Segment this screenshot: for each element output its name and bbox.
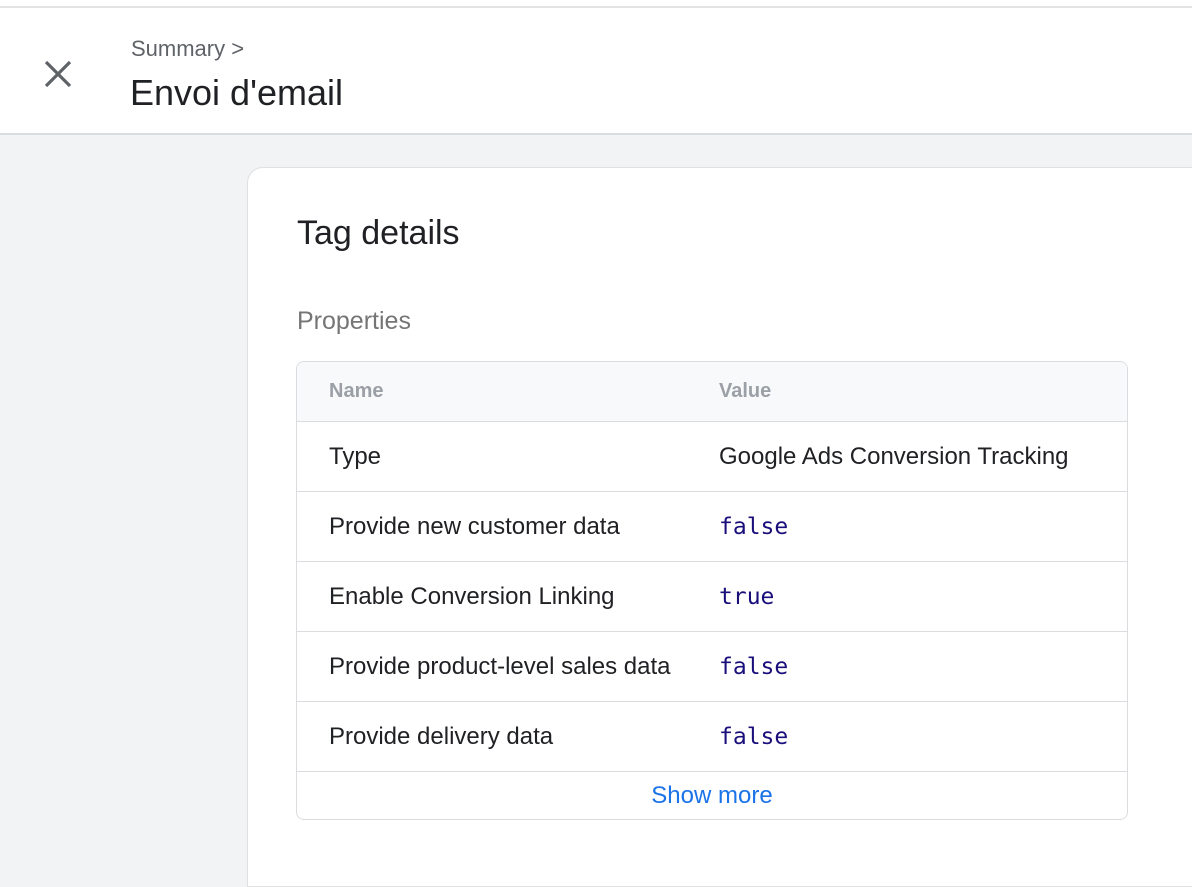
- column-header-name: Name: [329, 380, 384, 402]
- table-row: Type Google Ads Conversion Tracking: [297, 422, 1127, 492]
- property-value: Google Ads Conversion Tracking: [719, 442, 1069, 470]
- property-name: Provide new customer data: [329, 512, 620, 540]
- table-row: Provide new customer data false: [297, 492, 1127, 562]
- property-name: Enable Conversion Linking: [329, 582, 615, 610]
- table-row: Provide product-level sales data false: [297, 632, 1127, 702]
- page-title: Envoi d'email: [130, 72, 343, 113]
- show-more-button[interactable]: Show more: [651, 781, 773, 809]
- property-value: true: [719, 583, 775, 610]
- property-name: Provide product-level sales data: [329, 652, 671, 680]
- property-value: false: [719, 723, 789, 750]
- table-row: Provide delivery data false: [297, 702, 1127, 772]
- close-icon: [44, 60, 72, 88]
- column-header-value: Value: [719, 380, 772, 402]
- property-name: Type: [329, 442, 382, 470]
- property-value: false: [719, 653, 789, 680]
- property-name: Provide delivery data: [329, 722, 554, 750]
- card-title: Tag details: [297, 214, 460, 252]
- tag-details-card: Tag details Properties Name Value Type G…: [247, 167, 1192, 887]
- property-value: false: [719, 513, 789, 540]
- close-button[interactable]: [40, 56, 76, 92]
- section-title: Properties: [297, 307, 411, 335]
- top-divider: [0, 0, 1192, 8]
- table-header: Name Value: [297, 362, 1127, 422]
- page-header: Summary > Envoi d'email: [0, 8, 1192, 135]
- table-row: Enable Conversion Linking true: [297, 562, 1127, 632]
- breadcrumb[interactable]: Summary >: [131, 36, 245, 61]
- properties-table: Name Value Type Google Ads Conversion Tr…: [296, 361, 1128, 820]
